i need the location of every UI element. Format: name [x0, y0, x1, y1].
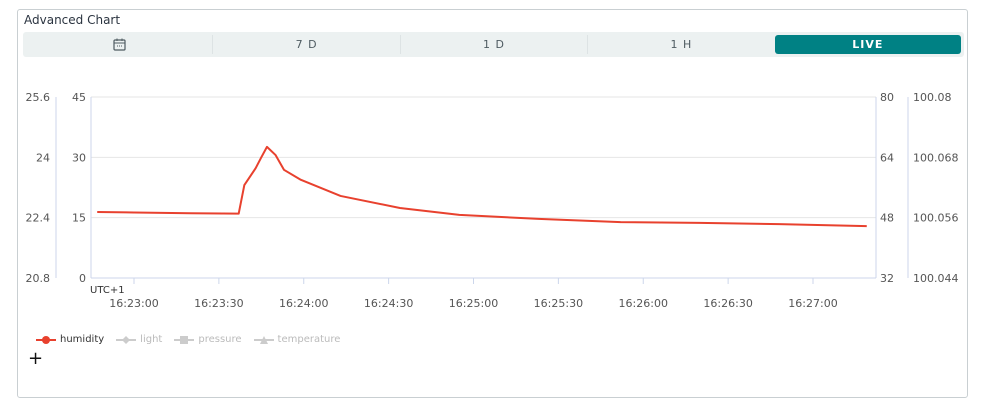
y-tick-label: 0	[79, 272, 86, 285]
y-tick-label: 30	[72, 151, 86, 164]
legend-item-light[interactable]: light	[116, 334, 162, 345]
square-marker-icon	[174, 335, 195, 344]
y-tick-label: 24	[36, 151, 50, 164]
diamond-marker-icon	[116, 335, 137, 344]
y-tick-label: 25.6	[26, 91, 51, 104]
x-tick-label: 16:27:00	[788, 297, 837, 310]
tab-live[interactable]: LIVE	[774, 35, 962, 54]
legend-item-humidity[interactable]: humidity	[36, 334, 104, 345]
plus-icon[interactable]: +	[28, 348, 44, 369]
y-tick-label: 45	[72, 91, 86, 104]
y-tick-label: 100.044	[913, 272, 959, 285]
tab-calendar[interactable]	[26, 35, 212, 54]
x-tick-label: 16:24:30	[364, 297, 413, 310]
tab-7d[interactable]: 7 D	[212, 35, 399, 54]
circle-marker-icon	[36, 335, 56, 344]
tab-1d[interactable]: 1 D	[399, 35, 587, 54]
y-tick-label: 20.8	[26, 272, 51, 285]
y-tick-label: 80	[880, 91, 894, 104]
y-tick-label: 100.08	[913, 91, 952, 104]
legend-label: light	[140, 334, 163, 345]
legend-item-pressure[interactable]: pressure	[174, 334, 242, 345]
tab-1h[interactable]: 1 H	[587, 35, 774, 54]
advanced-chart-card: Advanced Chart 7 D 1 D 1 H LIVE	[17, 9, 968, 398]
y-tick-label: 22.4	[26, 212, 51, 225]
x-tick-label: 16:23:00	[109, 297, 158, 310]
x-tick-label: 16:26:30	[703, 297, 752, 310]
series-line-humidity	[97, 145, 867, 228]
calendar-icon	[113, 38, 126, 51]
legend-label: temperature	[277, 334, 341, 345]
legend-label: humidity	[60, 334, 105, 345]
card-title: Advanced Chart	[24, 13, 121, 27]
y-tick-label: 32	[880, 272, 894, 285]
legend-item-temperature[interactable]: temperature	[253, 334, 341, 345]
x-tick-label: 16:24:00	[279, 297, 328, 310]
y-tick-label: 100.068	[913, 151, 959, 164]
y-tick-label: 100.056	[913, 212, 959, 225]
y-tick-label: 15	[72, 212, 86, 225]
timezone-label: UTC+1	[90, 285, 125, 296]
y-tick-label: 48	[880, 212, 894, 225]
legend: humidity light pressure temperature	[36, 334, 340, 345]
x-tick-label: 16:23:30	[194, 297, 243, 310]
x-tick-label: 16:26:00	[619, 297, 668, 310]
range-tabs: 7 D 1 D 1 H LIVE	[23, 32, 964, 57]
y-tick-label: 64	[880, 151, 894, 164]
x-tick-label: 16:25:30	[534, 297, 583, 310]
legend-label: pressure	[198, 334, 242, 345]
x-tick-label: 16:25:00	[449, 297, 498, 310]
triangle-marker-icon	[253, 335, 274, 344]
